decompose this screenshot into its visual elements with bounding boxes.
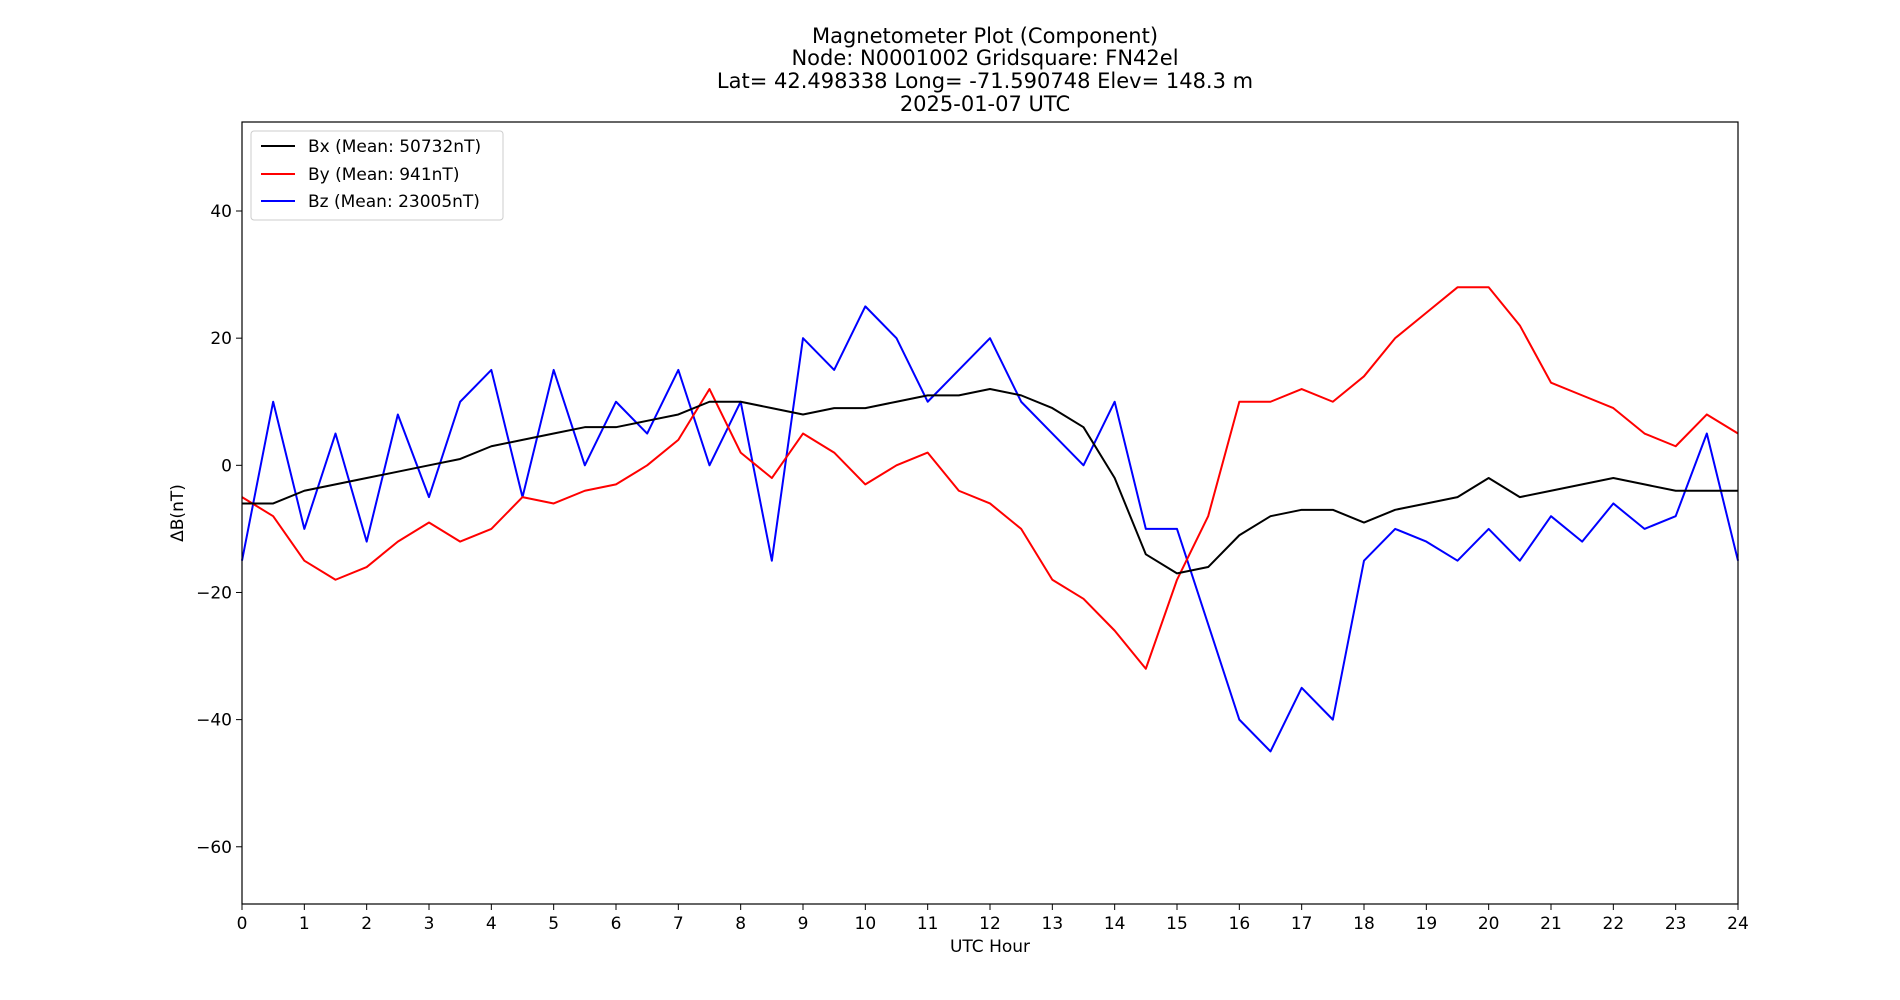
x-tick-label: 17 bbox=[1291, 914, 1313, 934]
series-line-by bbox=[241, 286, 1739, 670]
y-tick-label: −20 bbox=[196, 583, 232, 603]
x-tick-label: 16 bbox=[1229, 914, 1251, 934]
legend-label-by: By (Mean: 941nT) bbox=[308, 165, 459, 185]
y-tick-label: −60 bbox=[196, 838, 232, 858]
x-tick-label: 5 bbox=[548, 914, 559, 934]
legend-label-bz: Bz (Mean: 23005nT) bbox=[308, 192, 480, 212]
x-tick-label: 24 bbox=[1727, 914, 1749, 934]
chart-title-line-2: Node: N0001002 Gridsquare: FN42el bbox=[791, 46, 1178, 70]
x-tick-label: 11 bbox=[917, 914, 939, 934]
x-axis: 0 1 2 3 4 5 6 7 8 9 10 11 12 13 14 15 16 17 18 19 20 21 22 23 24 bbox=[237, 904, 1749, 934]
legend-label-bx: Bx (Mean: 50732nT) bbox=[308, 137, 481, 157]
x-tick-label: 7 bbox=[673, 914, 684, 934]
legend: Bx (Mean: 50732nT) By (Mean: 941nT) Bz (… bbox=[250, 130, 504, 221]
chart-title-line-1: Magnetometer Plot (Component) bbox=[812, 24, 1158, 48]
x-tick-label: 22 bbox=[1603, 914, 1625, 934]
x-tick-label: 3 bbox=[424, 914, 435, 934]
x-tick-label: 10 bbox=[855, 914, 877, 934]
x-tick-label: 20 bbox=[1478, 914, 1500, 934]
x-tick-label: 14 bbox=[1104, 914, 1126, 934]
x-tick-label: 15 bbox=[1166, 914, 1188, 934]
x-tick-label: 18 bbox=[1353, 914, 1375, 934]
chart-title-line-4: 2025-01-07 UTC bbox=[900, 92, 1070, 116]
x-axis-label: UTC Hour bbox=[950, 937, 1030, 957]
x-tick-label: 21 bbox=[1540, 914, 1562, 934]
series-layer bbox=[241, 286, 1739, 753]
x-tick-label: 19 bbox=[1416, 914, 1438, 934]
x-tick-label: 6 bbox=[611, 914, 622, 934]
y-tick-label: 20 bbox=[210, 329, 232, 349]
x-tick-label: 13 bbox=[1042, 914, 1064, 934]
x-tick-label: 12 bbox=[979, 914, 1001, 934]
series-line-bx bbox=[242, 388, 1738, 575]
series-line-bz bbox=[241, 305, 1739, 753]
plot-area bbox=[241, 121, 1739, 905]
x-tick-label: 23 bbox=[1665, 914, 1687, 934]
x-tick-label: 9 bbox=[798, 914, 809, 934]
x-tick-label: 2 bbox=[361, 914, 372, 934]
y-axis: −60 −40 −20 0 20 40 bbox=[196, 202, 242, 858]
y-tick-label: −40 bbox=[196, 711, 232, 731]
chart-title: Magnetometer Plot (Component) Node: N000… bbox=[717, 24, 1253, 116]
x-tick-label: 8 bbox=[735, 914, 746, 934]
plot-frame bbox=[241, 121, 1739, 905]
y-tick-label: 40 bbox=[210, 202, 232, 222]
x-tick-label: 4 bbox=[486, 914, 497, 934]
chart-title-line-3: Lat= 42.498338 Long= -71.590748 Elev= 14… bbox=[717, 69, 1253, 93]
y-axis-label: ΔB(nT) bbox=[168, 484, 188, 542]
x-tick-label: 0 bbox=[237, 914, 248, 934]
y-tick-label: 0 bbox=[221, 456, 232, 476]
x-tick-label: 1 bbox=[299, 914, 310, 934]
legend-box bbox=[250, 130, 504, 221]
